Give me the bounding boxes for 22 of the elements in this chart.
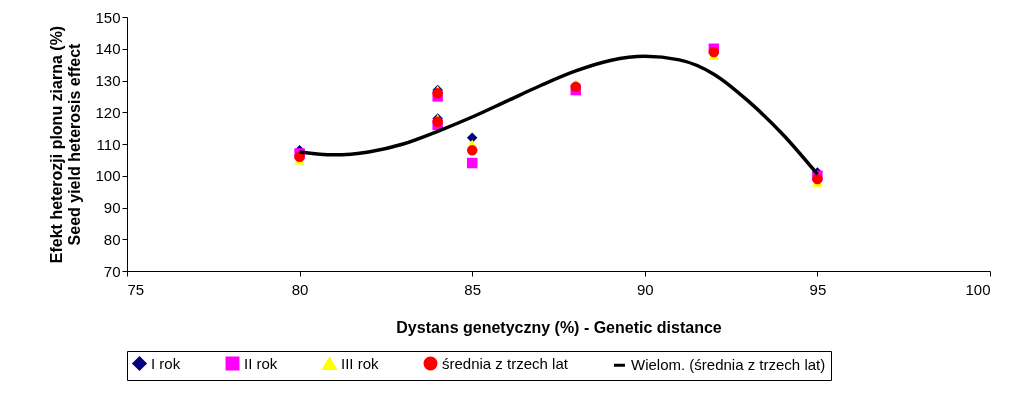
y-tick-label: 80 [103,230,121,248]
legend-label: średnia z trzech lat [442,354,569,372]
x-tick-label: 90 [636,280,654,298]
y-tick-label: 100 [95,167,121,185]
legend-label: II rok [244,354,278,372]
y-tick-label: 150 [95,8,121,26]
y-axis-title: Efekt heterozji plonu ziarna (%) Seed yield heterosis effect [48,25,84,264]
y-tick-label: 130 [95,72,121,89]
legend-label: III rok [341,354,380,372]
x-tick-label: 95 [809,280,827,298]
y-tick-label: 90 [103,199,121,216]
x-tick-label: 100 [965,280,991,298]
x-tick-label: 80 [291,280,309,298]
x-axis-title: Dystans genetyczny (%) - Genetic distance [396,318,722,336]
x-tick-label: 75 [127,280,145,298]
y-tick-label: 70 [103,262,121,280]
y-tick-label: 140 [95,40,121,58]
legend-label: I rok [151,354,181,372]
y-tick-label: 110 [96,135,121,153]
legend-label: Wielom. (średnia z trzech lat) [631,356,826,374]
y-tick-label: 120 [95,103,121,121]
x-tick-label: 85 [464,280,482,298]
